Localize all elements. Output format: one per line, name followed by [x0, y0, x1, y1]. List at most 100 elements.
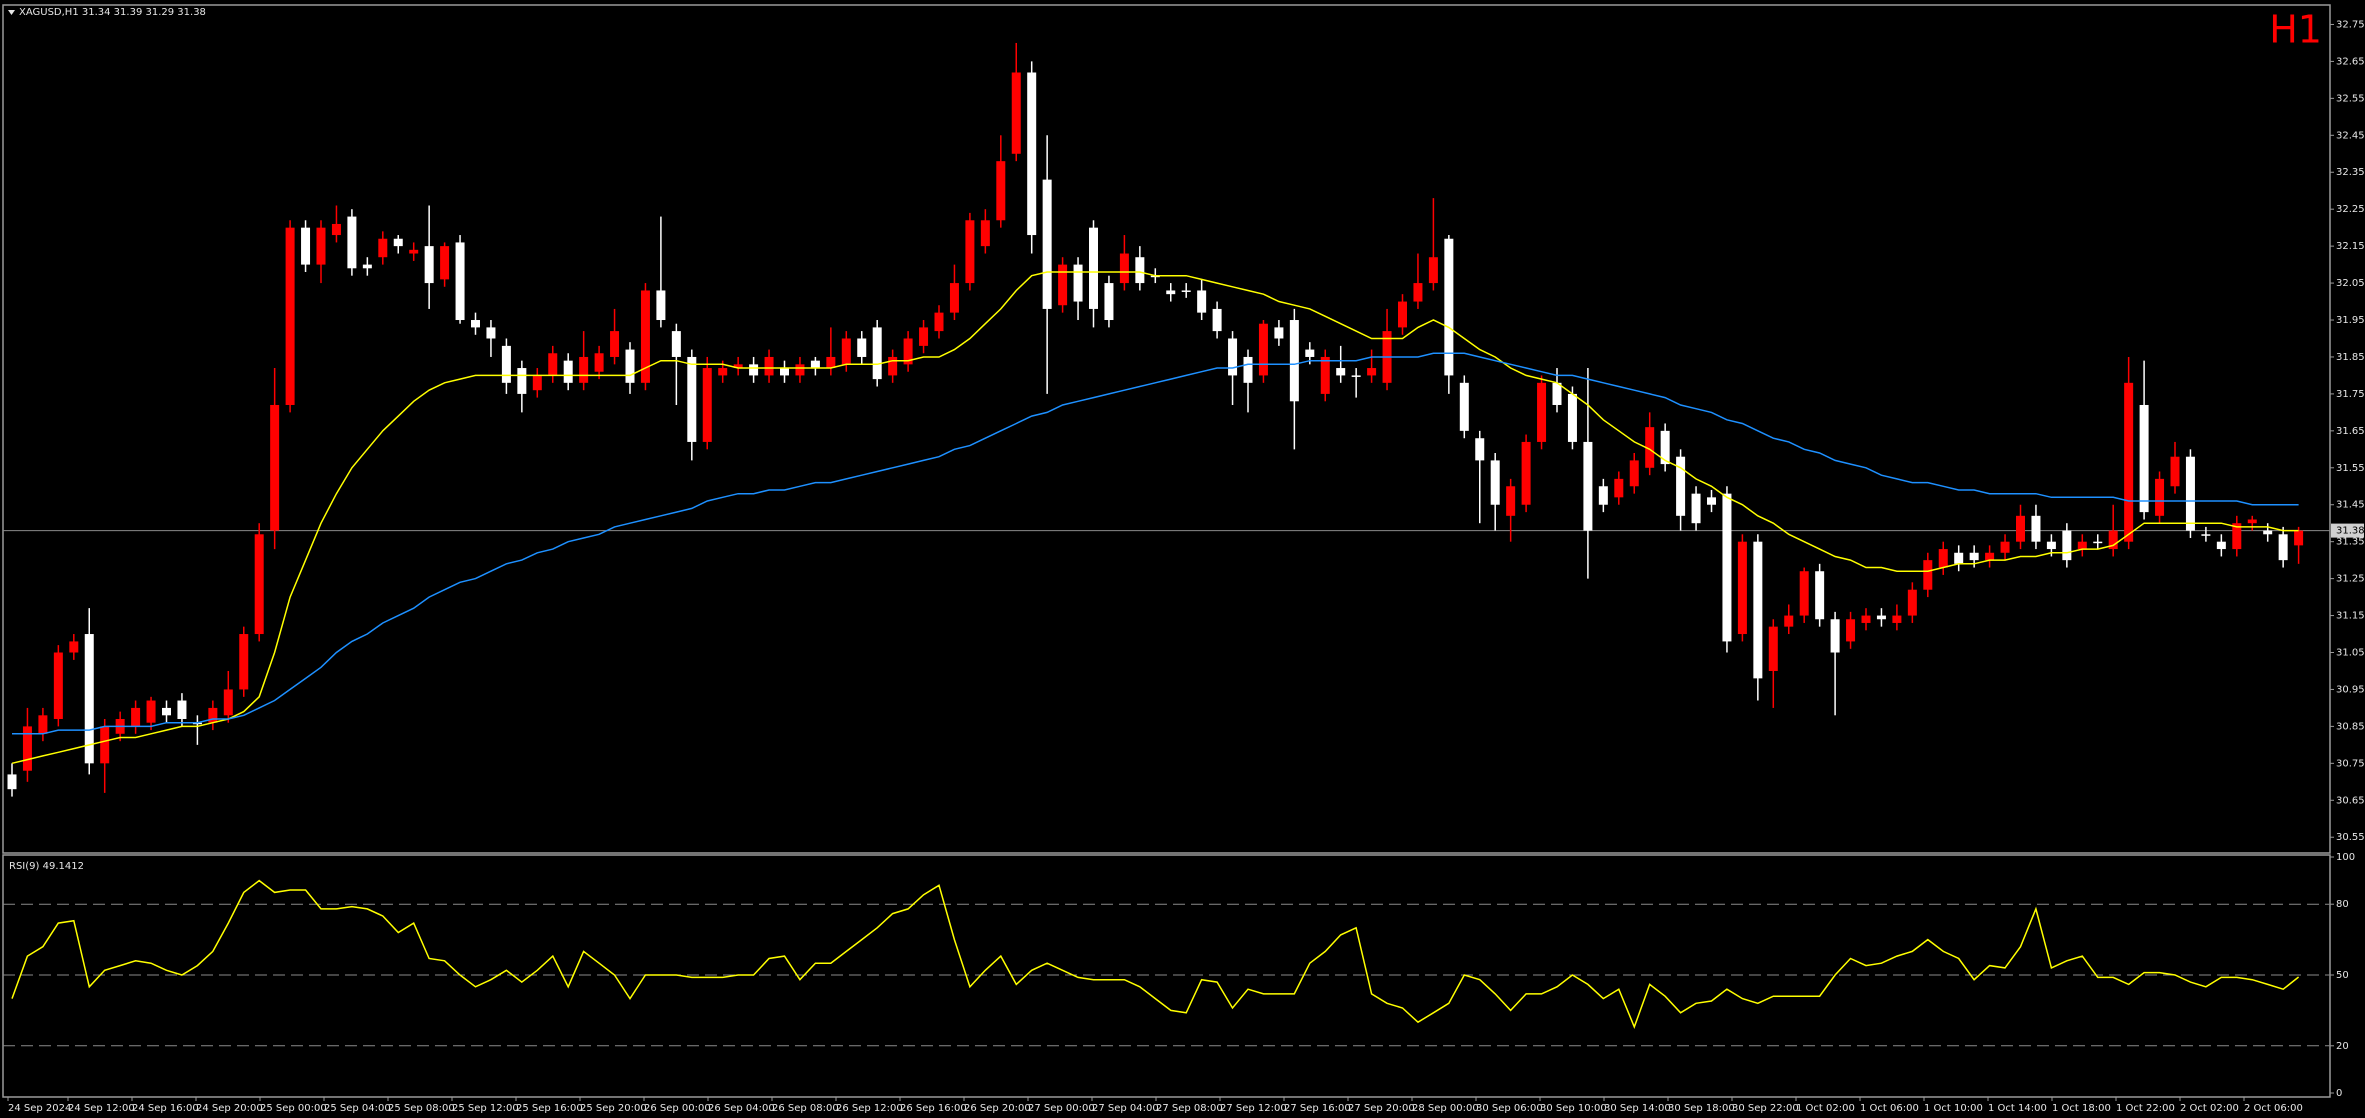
x-tick-label: 30 Sep 22:00: [1732, 1103, 1799, 1114]
y-tick-label: 30.75: [2336, 758, 2365, 769]
x-tick-label: 24 Sep 2024: [8, 1103, 71, 1114]
candle-body: [7, 774, 17, 790]
candle-body: [919, 327, 929, 346]
candle-body: [1320, 356, 1330, 394]
candle-body: [1583, 441, 1593, 531]
candle-body: [1846, 619, 1856, 642]
rsi-line: [11, 879, 2300, 1029]
x-tick-label: 26 Sep 12:00: [836, 1103, 903, 1114]
candle-body: [2216, 541, 2226, 550]
candle-body: [1228, 338, 1238, 376]
candle-body: [1521, 441, 1531, 505]
candle-body: [1197, 290, 1207, 313]
candle-body: [239, 634, 249, 690]
candle-body: [2077, 541, 2087, 550]
candle-body: [2263, 530, 2273, 535]
candle-body: [501, 345, 511, 383]
candle-body: [1166, 290, 1176, 295]
candle-body: [795, 364, 805, 376]
timeframe-label: H1: [2269, 8, 2322, 52]
candle-body: [965, 220, 975, 284]
candle-body: [563, 360, 573, 383]
candle-body: [1135, 257, 1145, 284]
candle-body: [1289, 320, 1299, 402]
candle-body: [1629, 460, 1639, 487]
candle-body: [2139, 404, 2149, 513]
candle-body: [1089, 227, 1098, 309]
y-tick-label: 30.55: [2336, 832, 2365, 843]
candle-body: [1073, 264, 1083, 302]
candle-body: [949, 283, 959, 313]
candle-body: [826, 356, 836, 369]
candle-body: [2247, 519, 2257, 524]
rsi-header: RSI(9) 49.1412: [9, 861, 84, 872]
candle-body: [285, 227, 295, 405]
candle-body: [903, 338, 913, 365]
candle-body: [1567, 393, 1577, 442]
candle-body: [1336, 368, 1346, 376]
candle-body: [409, 249, 419, 254]
candle-body: [316, 227, 326, 265]
candle-body: [640, 290, 650, 383]
candle-body: [872, 327, 882, 380]
x-tick-label: 25 Sep 08:00: [388, 1103, 455, 1114]
price-panel-frame: [2, 4, 2331, 854]
y-tick-label: 31.35: [2336, 537, 2365, 548]
x-tick-label: 26 Sep 16:00: [900, 1103, 967, 1114]
x-tick-label: 25 Sep 20:00: [580, 1103, 647, 1114]
candle-body: [702, 368, 712, 442]
x-tick-label: 30 Sep 18:00: [1668, 1103, 1735, 1114]
candle-body: [208, 707, 218, 723]
x-tick-label: 1 Oct 02:00: [1796, 1103, 1855, 1114]
symbol-menu-arrow[interactable]: [8, 10, 15, 15]
candle-body: [362, 264, 372, 269]
y-tick-label: 32.75: [2336, 19, 2365, 30]
candle-body: [1042, 179, 1052, 309]
candle-body: [841, 338, 851, 365]
y-tick-label: 20: [2336, 1041, 2349, 1052]
y-tick-label: 30.85: [2336, 721, 2365, 732]
candle-body: [162, 707, 171, 716]
candle-body: [1799, 571, 1809, 616]
candle-body: [2201, 534, 2211, 536]
x-tick-label: 24 Sep 16:00: [132, 1103, 199, 1114]
rsi-panel-frame: [2, 854, 2331, 1098]
x-tick-label: 27 Sep 16:00: [1284, 1103, 1351, 1114]
candle-body: [2185, 456, 2195, 531]
candle-body: [424, 246, 434, 284]
candle-body: [934, 312, 944, 332]
x-tick-label: 2 Oct 06:00: [2244, 1103, 2303, 1114]
x-tick-label: 27 Sep 00:00: [1028, 1103, 1095, 1114]
y-tick-label: 80: [2336, 899, 2349, 910]
candle-body: [1784, 615, 1794, 627]
candle-body: [625, 349, 635, 383]
candle-body: [888, 356, 898, 376]
candle-body: [764, 356, 774, 376]
y-tick-label: 31.45: [2336, 500, 2365, 511]
candle-body: [1258, 323, 1268, 376]
symbol-header: XAGUSD,H1 31.34 31.39 31.29 31.38: [19, 7, 206, 18]
candle-body: [1243, 356, 1253, 383]
current-price-label: 31.38: [2336, 526, 2365, 537]
candle-body: [486, 327, 496, 339]
candle-body: [1212, 308, 1222, 332]
x-tick-label: 26 Sep 20:00: [964, 1103, 1031, 1114]
candle-body: [2232, 523, 2242, 550]
candle-body: [996, 161, 1006, 221]
candle-body: [1707, 497, 1716, 505]
candle-body: [718, 368, 728, 376]
y-tick-label: 32.35: [2336, 167, 2365, 178]
candle-body: [1475, 438, 1485, 461]
x-tick-label: 26 Sep 00:00: [644, 1103, 711, 1114]
candle-body: [1985, 552, 1995, 561]
candle-body: [810, 360, 820, 369]
candle-body: [471, 320, 480, 328]
candle-body: [532, 375, 542, 391]
candle-body: [1181, 290, 1191, 292]
candle-body: [1861, 615, 1871, 623]
moving-average-line: [12, 352, 2299, 735]
candle-body: [393, 238, 403, 247]
y-tick-label: 31.15: [2336, 611, 2365, 622]
x-tick-label: 1 Oct 10:00: [1924, 1103, 1983, 1114]
candle-body: [301, 227, 311, 265]
